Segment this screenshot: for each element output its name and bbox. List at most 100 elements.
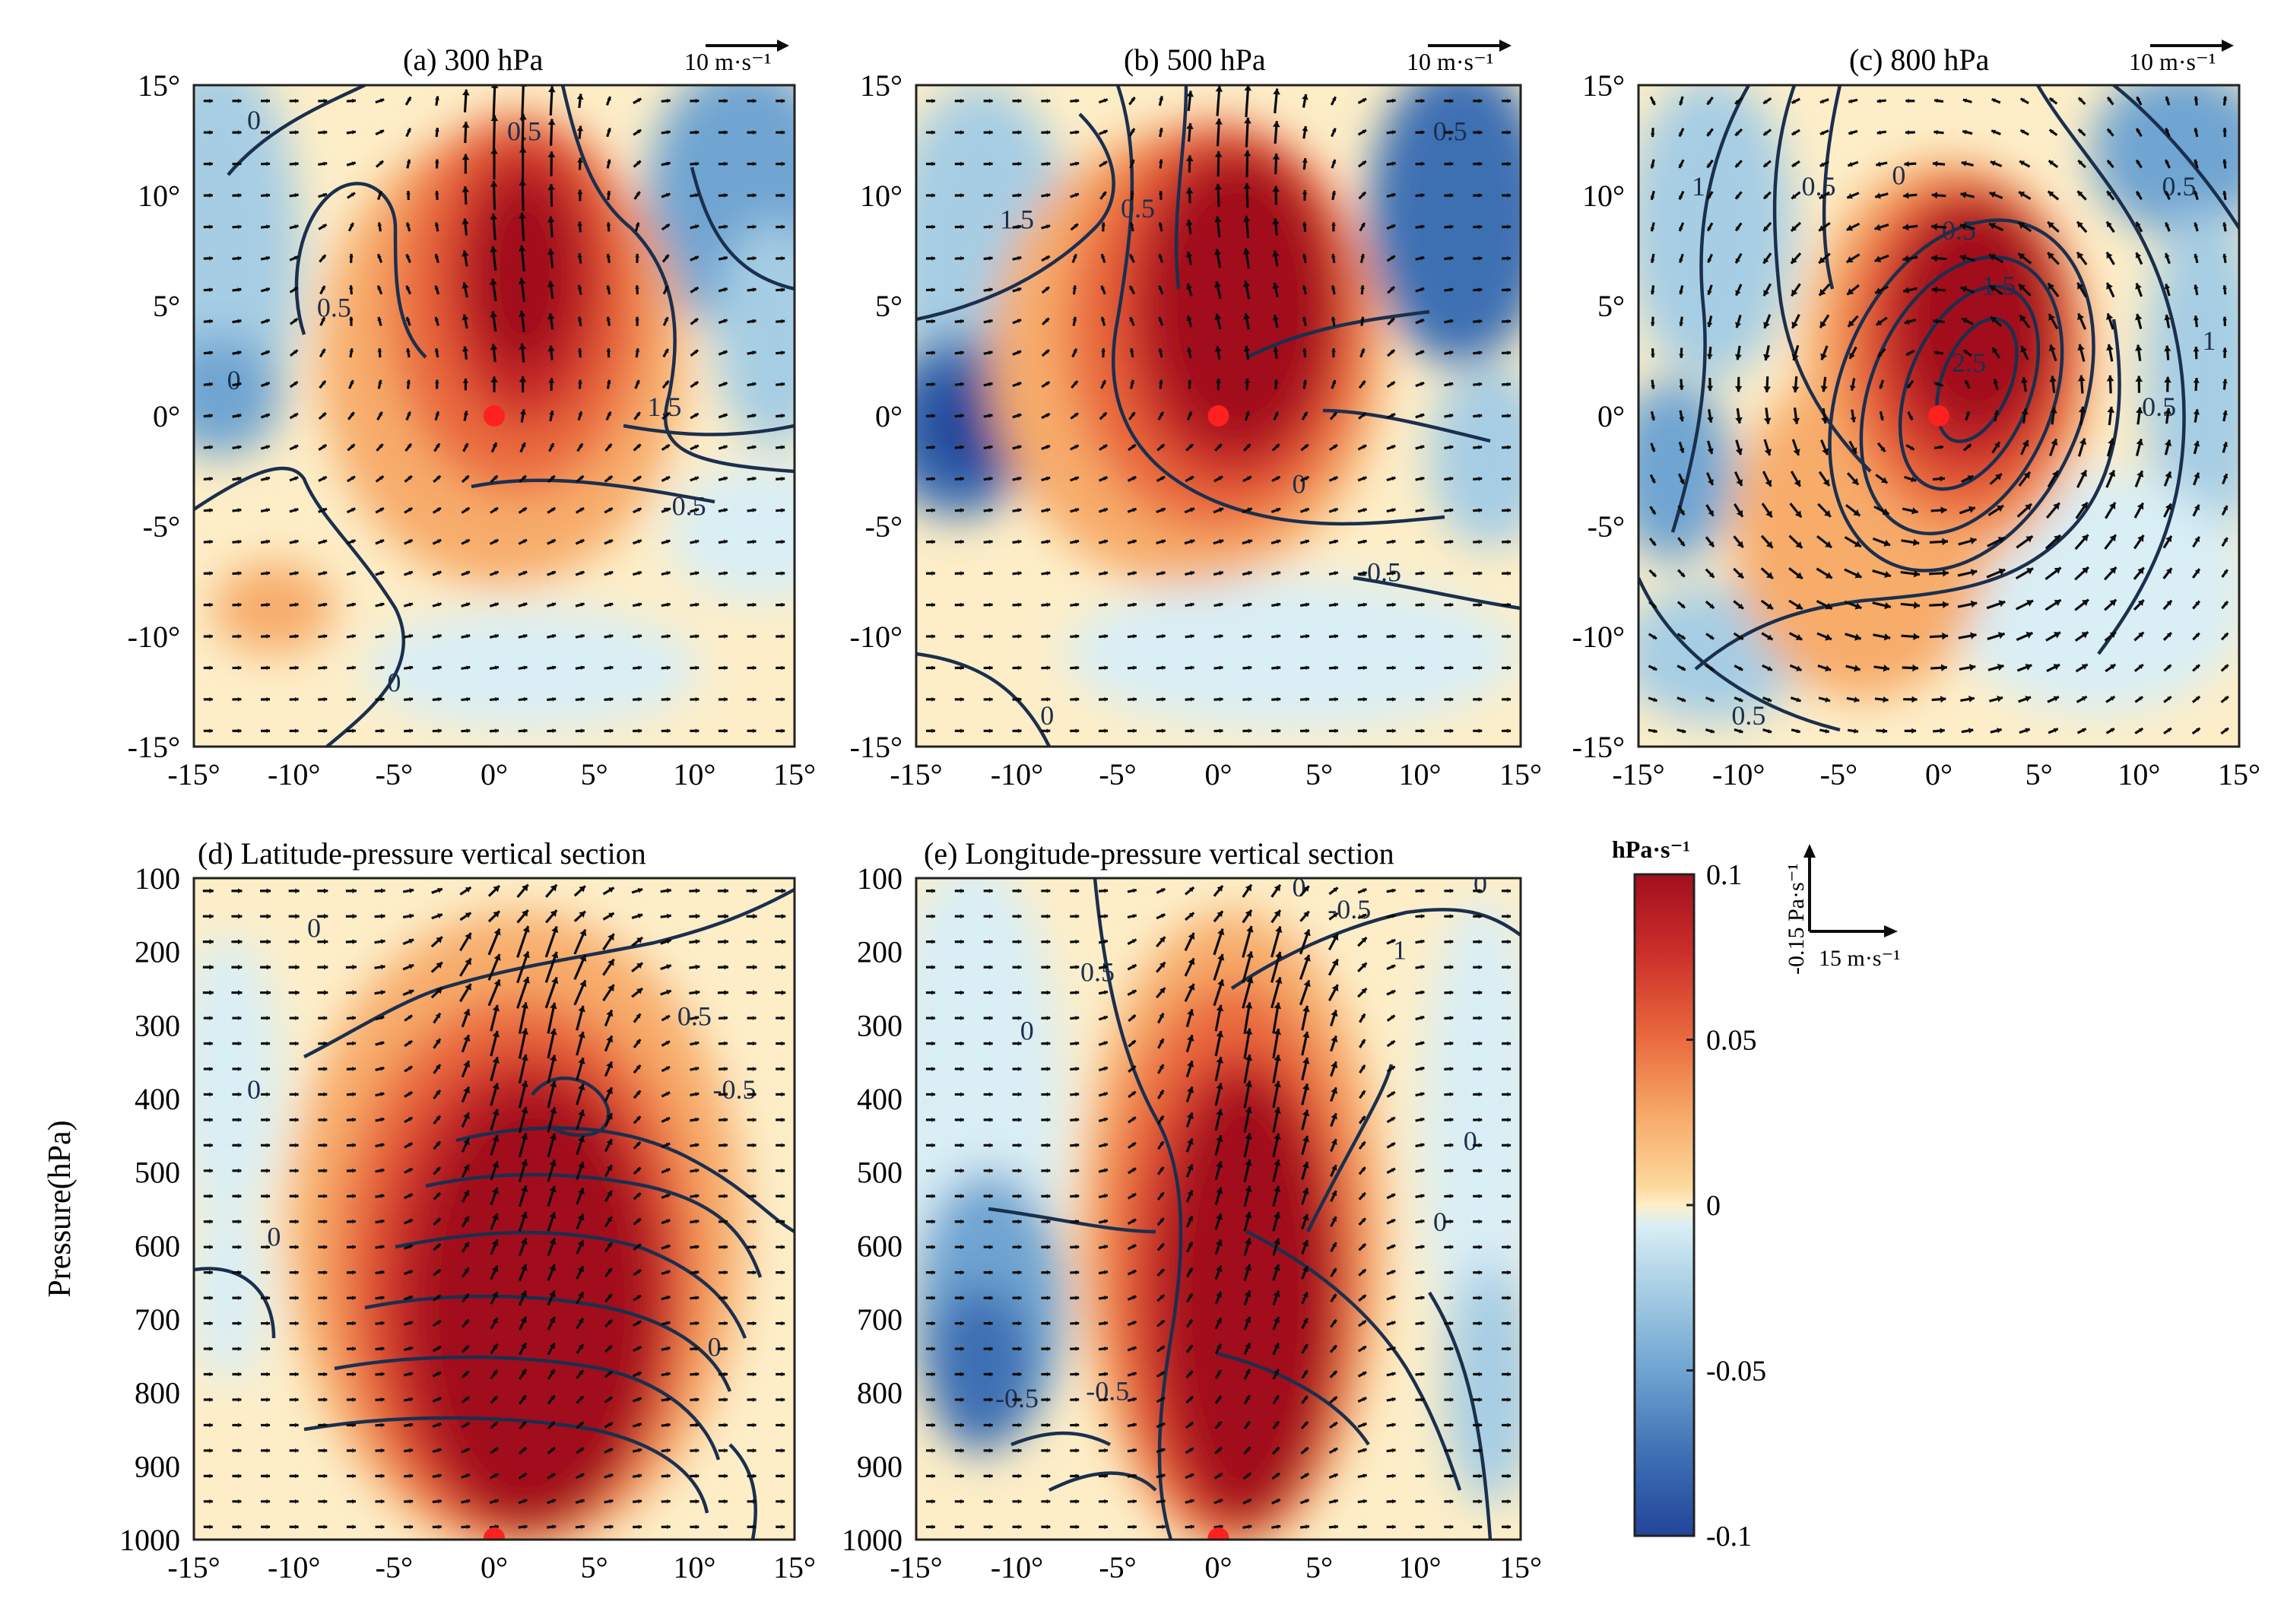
wind-arrow <box>633 1192 642 1201</box>
wind-arrow <box>547 281 555 300</box>
wind-arrow <box>983 1499 993 1504</box>
wind-arrow <box>516 976 530 1009</box>
wind-arrow <box>232 508 242 512</box>
wind-arrow <box>747 350 757 355</box>
wind-arrow <box>203 224 213 230</box>
wind-arrow <box>604 1473 614 1479</box>
wind-arrow <box>1705 472 1715 486</box>
wind-arrow <box>374 888 385 894</box>
wind-arrow <box>1301 1187 1309 1205</box>
wind-arrow <box>2133 598 2145 611</box>
contour-label: -0.5 <box>1328 894 1371 925</box>
wind-arrow <box>1242 633 1252 639</box>
wind-arrow <box>1677 473 1685 485</box>
wind-arrow <box>289 1423 299 1428</box>
wind-arrow <box>404 1499 414 1504</box>
wind-arrow <box>1706 440 1714 455</box>
wind-arrow <box>2074 631 2089 642</box>
wind-arrow <box>375 1397 385 1402</box>
wind-arrow <box>1844 600 1862 610</box>
wind-arrow <box>983 1143 993 1148</box>
wind-arrow <box>1214 1265 1223 1280</box>
wind-arrow <box>1070 965 1080 969</box>
wind-arrow <box>1213 507 1224 514</box>
wind-arrow <box>203 476 213 481</box>
wind-arrow <box>604 570 614 576</box>
wind-arrow <box>2193 440 2200 455</box>
wind-arrow <box>2078 406 2086 426</box>
wind-arrow <box>925 255 935 261</box>
wind-arrow <box>1271 443 1280 452</box>
wind-arrow <box>775 913 786 919</box>
wind-arrow <box>1876 98 1886 103</box>
wind-arrow <box>1791 283 1801 297</box>
colorbar: hPa·s⁻¹ 0.10.050-0.05-0.1 <box>1612 836 1766 1553</box>
wind-arrow <box>1070 1321 1080 1326</box>
wind-arrow <box>1185 570 1195 576</box>
wind-arrow <box>1386 1039 1396 1048</box>
wind-arrow <box>318 1448 328 1453</box>
wind-arrow <box>573 885 586 897</box>
wind-arrow <box>1415 965 1425 969</box>
wind-arrow <box>1846 696 1860 703</box>
wind-arrow <box>1100 379 1107 389</box>
wind-arrow <box>776 1067 785 1071</box>
wind-arrow <box>432 665 442 671</box>
wind-arrow <box>1100 285 1106 295</box>
wind-arrow <box>1733 600 1745 610</box>
wind-arrow <box>1070 1194 1080 1199</box>
wind-arrow <box>1791 439 1800 456</box>
wind-arrow <box>1958 537 1977 546</box>
wind-arrow <box>925 990 935 995</box>
wind-arrow <box>604 1138 614 1153</box>
wind-arrow <box>2136 96 2143 106</box>
wind-arrow <box>2075 663 2089 673</box>
wind-arrow <box>1185 602 1194 607</box>
wind-arrow <box>690 224 699 230</box>
wind-arrow <box>1763 344 1771 361</box>
wind-arrow <box>690 1346 699 1351</box>
wind-arrow <box>461 1189 470 1203</box>
wind-arrow <box>776 161 785 167</box>
wind-arrow <box>954 1473 964 1479</box>
wind-arrow <box>1905 98 1915 103</box>
wind-arrow <box>433 474 442 484</box>
wind-arrow <box>1041 508 1051 513</box>
wind-arrow <box>776 1194 785 1199</box>
wind-arrow <box>689 913 700 919</box>
wind-arrow <box>490 1265 499 1280</box>
wind-arrows <box>203 85 785 734</box>
wind-arrow <box>2134 727 2144 734</box>
wind-arrow <box>547 728 557 734</box>
wind-arrow <box>1012 1219 1022 1224</box>
wind-arrow <box>983 382 993 387</box>
wind-arrow <box>1272 1342 1280 1356</box>
wind-arrow <box>1473 350 1483 355</box>
wind-arrow <box>1098 1321 1109 1326</box>
wind-arrow <box>775 888 786 894</box>
wind-arrow <box>983 1219 993 1224</box>
wind-arrow <box>776 1296 785 1301</box>
wind-arrow <box>1213 979 1225 1007</box>
wind-arrow <box>1041 192 1051 198</box>
wind-arrow <box>776 287 785 293</box>
wind-arrow <box>633 475 642 483</box>
wind-arrow <box>2047 190 2060 201</box>
wind-arrow <box>1214 443 1223 452</box>
wind-arrow <box>983 1016 993 1020</box>
wind-arrow <box>718 634 728 639</box>
contours <box>194 85 795 747</box>
wind-arrow <box>1359 1039 1366 1048</box>
wind-arrow <box>1788 632 1803 641</box>
wind-arrow <box>1415 1092 1425 1097</box>
wind-arrow <box>1444 696 1454 702</box>
wind-arrow <box>1845 503 1861 517</box>
wind-arrow <box>776 665 785 671</box>
wind-arrow <box>2191 568 2201 579</box>
wind-arrow <box>406 190 411 201</box>
wind-arrow <box>747 1194 757 1199</box>
wind-arrow <box>983 728 993 734</box>
wind-arrow <box>2220 632 2229 641</box>
wind-arrow <box>1502 990 1512 995</box>
